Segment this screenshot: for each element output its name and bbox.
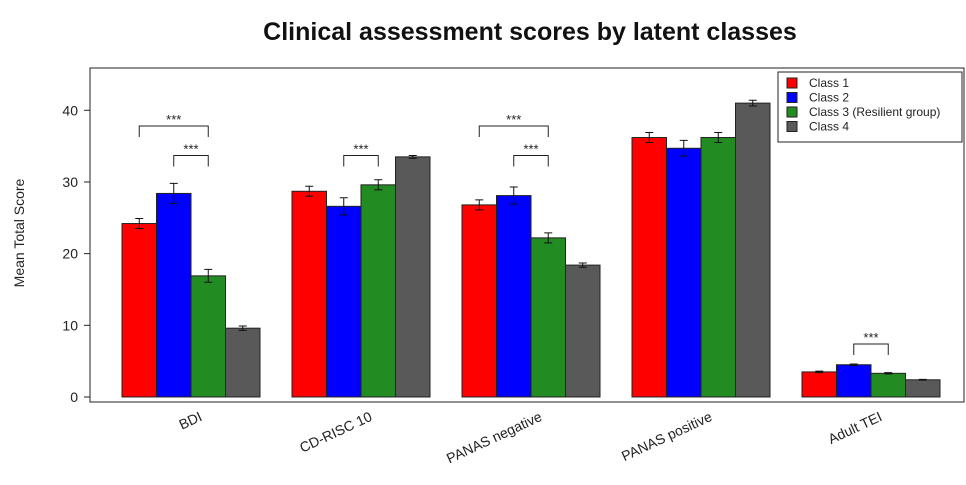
bar xyxy=(905,379,941,398)
error-bar xyxy=(849,363,858,366)
error-bar xyxy=(645,132,654,144)
y-axis-label: Mean Total Score xyxy=(11,178,27,287)
error-bar xyxy=(815,370,824,374)
significance-bracket xyxy=(173,154,209,167)
bar xyxy=(700,137,736,398)
legend-swatch xyxy=(786,106,798,118)
error-bar xyxy=(918,378,927,381)
significance-bracket xyxy=(513,154,549,167)
x-tick-label: PANAS positive xyxy=(619,408,715,464)
bar xyxy=(836,364,872,398)
x-tick-label: Adult TEI xyxy=(826,408,885,447)
significance-label: *** xyxy=(166,112,181,127)
legend-label: Class 4 xyxy=(809,120,849,134)
error-bar xyxy=(748,99,757,107)
legend-swatch xyxy=(786,92,798,103)
significance-label: *** xyxy=(863,330,878,345)
legend-label: Class 2 xyxy=(809,91,849,105)
significance-label: *** xyxy=(506,112,521,127)
x-tick-label: BDI xyxy=(176,408,204,432)
bar xyxy=(530,237,566,398)
legend-swatch xyxy=(786,121,798,132)
bar xyxy=(801,371,837,398)
error-bar xyxy=(204,268,213,283)
legend-label: Class 1 xyxy=(809,76,849,90)
y-tick-label: 10 xyxy=(62,317,78,333)
bar xyxy=(121,223,157,398)
error-bar xyxy=(578,262,587,268)
significance-bracket xyxy=(343,154,379,167)
y-tick-label: 20 xyxy=(62,246,78,262)
error-bar xyxy=(135,218,144,230)
x-tick-label: PANAS negative xyxy=(444,408,545,466)
bar xyxy=(156,192,192,398)
bar xyxy=(666,147,702,398)
legend-swatch xyxy=(786,77,798,89)
error-bar xyxy=(238,325,247,331)
error-bar xyxy=(374,179,383,191)
significance-label: *** xyxy=(353,141,368,156)
bar xyxy=(360,184,396,398)
error-bar xyxy=(305,185,314,197)
bar xyxy=(870,372,906,398)
bar xyxy=(461,204,497,398)
x-tick-label: CD-RISC 10 xyxy=(297,408,374,455)
error-bar xyxy=(714,132,723,144)
y-tick-label: 30 xyxy=(62,174,78,190)
bar xyxy=(291,190,327,398)
error-bar xyxy=(679,139,688,157)
error-bar xyxy=(408,154,417,159)
legend-box xyxy=(777,71,963,143)
error-bar xyxy=(475,199,484,211)
bar xyxy=(395,156,431,398)
bar xyxy=(326,205,362,398)
bar xyxy=(735,102,771,398)
significance-bracket xyxy=(853,343,889,355)
bar xyxy=(225,327,261,398)
y-tick-label: 40 xyxy=(62,102,78,118)
chart-title: Clinical assessment scores by latent cla… xyxy=(263,18,797,46)
plot-frame xyxy=(89,67,965,403)
error-bar xyxy=(339,197,348,216)
error-bar xyxy=(884,372,893,375)
significance-bracket xyxy=(478,125,549,138)
bar xyxy=(631,137,667,398)
significance-bracket xyxy=(138,125,209,138)
significance-label: *** xyxy=(183,141,198,156)
significance-label: *** xyxy=(523,141,538,156)
y-tick-label: 0 xyxy=(70,389,78,405)
error-bar xyxy=(544,232,553,244)
bar xyxy=(190,275,226,398)
legend-label: Class 3 (Resilient group) xyxy=(809,105,940,119)
error-bar xyxy=(509,186,518,205)
bar xyxy=(565,264,601,398)
error-bar xyxy=(169,182,178,204)
bar xyxy=(496,195,532,398)
